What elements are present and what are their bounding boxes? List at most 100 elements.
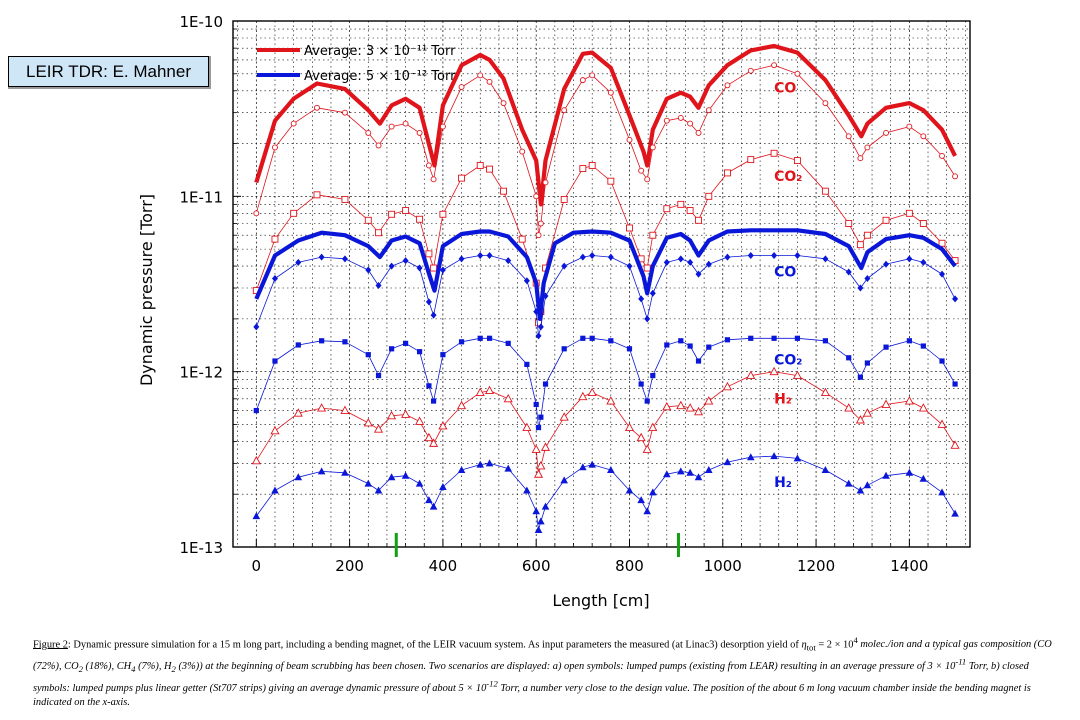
- data-point: [425, 162, 432, 169]
- data-point: [272, 358, 278, 364]
- data-point: [541, 502, 550, 510]
- data-point: [626, 346, 633, 352]
- data-point: [252, 512, 261, 520]
- data-point: [607, 253, 614, 261]
- data-point: [458, 255, 465, 263]
- data-point: [253, 407, 259, 414]
- x-axis-label: Length [cm]: [552, 591, 649, 610]
- data-point: [477, 251, 484, 259]
- data-point: [882, 216, 890, 224]
- data-point: [589, 251, 596, 259]
- data-point: [319, 338, 325, 344]
- data-point: [794, 70, 801, 77]
- data-point: [705, 260, 712, 268]
- data-point: [939, 152, 945, 159]
- data-point: [365, 129, 372, 136]
- data-point: [863, 481, 872, 489]
- data-point: [663, 205, 671, 213]
- plot-area: [232, 20, 971, 548]
- data-point: [607, 177, 615, 185]
- data-point: [676, 467, 685, 475]
- data-point: [862, 408, 872, 417]
- data-point: [560, 195, 568, 203]
- data-point: [695, 358, 702, 364]
- data-point: [317, 403, 327, 412]
- data-point: [424, 432, 434, 442]
- data-point: [484, 385, 495, 395]
- data-point: [882, 471, 890, 479]
- series-annotation: CO: [774, 264, 796, 280]
- data-point: [387, 473, 396, 481]
- caption-eta-sub: tot: [806, 642, 816, 653]
- data-point: [770, 149, 778, 157]
- data-point: [560, 476, 568, 484]
- data-point: [650, 372, 656, 379]
- data-point: [295, 258, 302, 266]
- data-point: [486, 251, 493, 259]
- data-point: [402, 340, 409, 346]
- data-point: [504, 464, 513, 472]
- series-1: [254, 43, 957, 207]
- data-point: [677, 114, 684, 121]
- caption-eq: = 2 × 10: [815, 639, 854, 651]
- data-point: [485, 459, 494, 467]
- caption-h2-sub: 2: [171, 664, 176, 675]
- data-point: [533, 193, 540, 200]
- source-badge-text: LEIR TDR: E. Mahner: [8, 56, 209, 87]
- data-point: [644, 398, 650, 404]
- data-point: [705, 192, 713, 200]
- data-point: [588, 162, 596, 169]
- data-point: [677, 200, 685, 208]
- data-point: [341, 468, 349, 476]
- data-point: [477, 72, 484, 79]
- data-point: [561, 346, 567, 352]
- data-point: [375, 282, 382, 290]
- data-point: [457, 400, 467, 410]
- data-point: [844, 479, 853, 487]
- data-point: [846, 355, 852, 361]
- data-point: [505, 340, 511, 346]
- data-point: [845, 268, 852, 276]
- data-point: [364, 216, 372, 224]
- data-point: [341, 195, 349, 203]
- caption-line2c: (7%), H: [135, 661, 172, 673]
- data-point: [678, 338, 684, 344]
- data-point: [476, 460, 485, 468]
- data-point: [579, 165, 587, 173]
- data-point: [416, 264, 423, 272]
- data-point: [523, 486, 531, 494]
- data-point: [905, 209, 913, 217]
- data-point: [416, 215, 424, 223]
- data-point: [416, 349, 423, 355]
- data-point: [918, 403, 928, 412]
- data-point: [747, 251, 754, 259]
- legend: Average: 3 × 10⁻¹¹ Torr Average: 5 × 10⁻¹…: [257, 44, 456, 84]
- data-point: [793, 157, 801, 164]
- data-point: [475, 387, 485, 397]
- data-point: [476, 162, 484, 169]
- data-point: [746, 453, 755, 461]
- data-point: [649, 488, 657, 496]
- data-point: [638, 295, 645, 303]
- data-point: [519, 148, 526, 155]
- caption-eta: η: [801, 639, 807, 651]
- data-point: [542, 292, 549, 300]
- data-point: [687, 258, 694, 266]
- data-point: [314, 104, 320, 111]
- data-point: [950, 440, 960, 449]
- data-point: [663, 117, 670, 124]
- data-point: [290, 120, 297, 127]
- data-point: [561, 107, 568, 114]
- data-point: [704, 465, 713, 473]
- data-point: [425, 250, 433, 258]
- magnet-markers: [394, 533, 680, 557]
- data-point: [537, 517, 545, 525]
- data-point: [695, 270, 702, 278]
- data-point: [856, 241, 864, 249]
- data-point: [644, 315, 651, 323]
- caption-line3: Torr, b) closed symbols: lumped pumps pl…: [33, 661, 1029, 694]
- data-point: [532, 507, 540, 515]
- data-point: [438, 421, 448, 430]
- data-point: [822, 255, 829, 263]
- data-point: [535, 232, 542, 239]
